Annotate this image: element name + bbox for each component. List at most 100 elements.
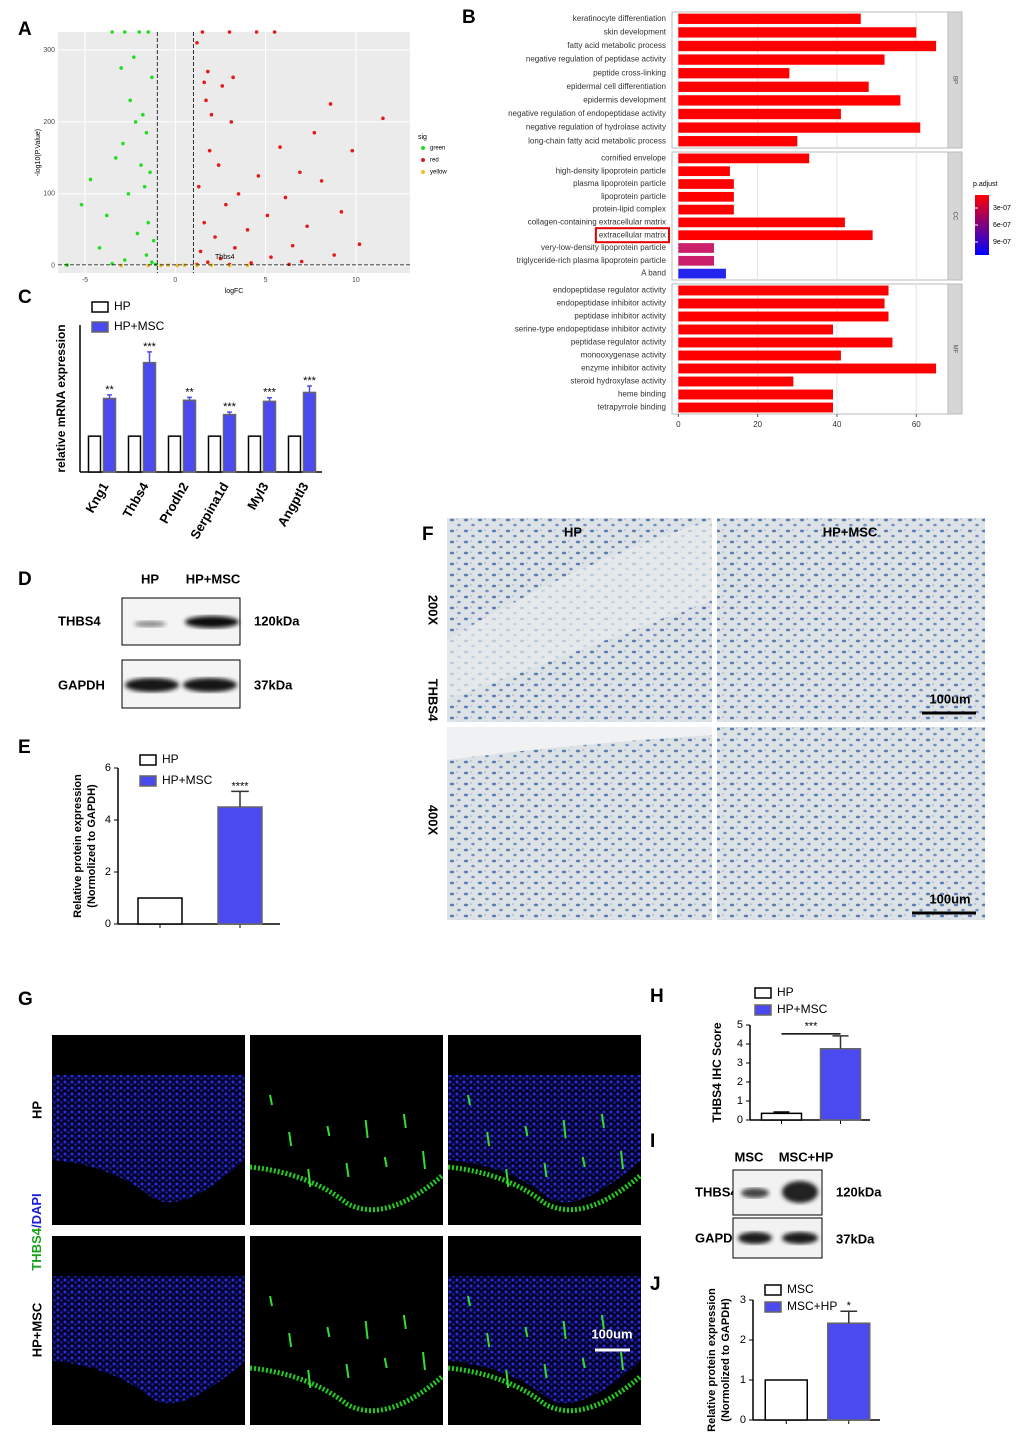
bar: [678, 376, 794, 387]
x-tick-label: -5: [82, 277, 88, 284]
bar: [678, 324, 833, 335]
legend-label: HP+MSC: [162, 773, 213, 787]
y-tick-label: 300: [43, 47, 55, 54]
point: [269, 255, 273, 259]
point: [245, 263, 250, 268]
scale-bar-label: 100um: [929, 891, 970, 906]
category-label: serine-type endopeptidase inhibitor acti…: [515, 325, 666, 334]
error-bar: [231, 790, 249, 807]
colorbar-title: p.adjust: [973, 181, 998, 188]
thbs4-signal: [307, 1369, 312, 1389]
lane-label: HP: [141, 571, 159, 586]
point: [209, 112, 214, 117]
y-tick-label: 2: [737, 1076, 743, 1088]
ihc-images: HP HP+MSC 200X THBS4 400X 100um 100um: [426, 518, 985, 920]
bar: [678, 255, 715, 266]
facet-label: BP: [951, 76, 957, 84]
bar: [678, 27, 917, 38]
bar: [678, 122, 921, 133]
significance-label: ***: [263, 387, 277, 399]
colorbar-tick-label: 6e-07: [993, 222, 1011, 229]
point: [350, 148, 355, 153]
bar: [678, 166, 730, 177]
bar: [678, 402, 833, 413]
tissue-layer: [447, 520, 712, 700]
category-label: monooxygenase activity: [581, 351, 666, 360]
point: [227, 30, 232, 34]
bar: [222, 413, 237, 473]
significance-label: **: [105, 384, 114, 396]
y-tick-label: 6: [105, 762, 111, 774]
column-label: HP+MSC: [823, 524, 878, 539]
significance-label: **: [185, 386, 194, 398]
significance-label: ***: [303, 375, 317, 387]
bar: [678, 230, 873, 241]
blot-band: [738, 1232, 772, 1244]
facet-label: CC: [951, 212, 957, 221]
point: [202, 220, 207, 225]
y-tick-label: 4: [105, 814, 111, 826]
thbs4-signal: [543, 1162, 548, 1178]
thbs4-signal: [562, 1320, 567, 1340]
category-label: keratinocyte differentiation: [573, 14, 666, 23]
error-bar: [773, 1111, 790, 1114]
thbs4-signal: [524, 1125, 529, 1137]
colorbar: [975, 195, 989, 255]
category-label: tetrapyrrole binding: [598, 403, 666, 412]
y-tick-label: 4: [737, 1038, 743, 1050]
lane-label: MSC: [735, 1149, 765, 1164]
western-blot-d: HP HP+MSC THBS4 120kDa GAPDH 37kDa: [58, 571, 300, 709]
protein-label: GAPDH: [695, 1230, 742, 1245]
blot-band: [741, 1188, 769, 1198]
blot-band: [125, 678, 179, 692]
y-tick-label: 0: [105, 918, 111, 930]
bar: [127, 435, 142, 473]
row-label: 200X: [426, 595, 441, 626]
point: [290, 243, 295, 248]
legend-label: MSC: [787, 1282, 814, 1296]
bar: [142, 361, 157, 473]
bar: [262, 400, 277, 473]
y-tick-label: 2: [105, 866, 111, 878]
dapi-signal: [52, 1276, 245, 1404]
point: [113, 156, 118, 160]
thbs4-signal: [581, 1156, 586, 1168]
protein-label: THBS4: [58, 613, 101, 628]
point: [224, 202, 228, 207]
category-label: A band: [641, 269, 666, 278]
category-label: high-density lipoprotein particle: [556, 166, 667, 175]
y-tick-label: 2: [740, 1334, 746, 1346]
scale-bar-label: 100um: [929, 691, 970, 706]
panel-label: J: [650, 1274, 661, 1295]
thbs4-signal: [447, 1164, 643, 1213]
point: [151, 238, 156, 243]
y-axis-label: Relative protein expression: [72, 774, 84, 918]
stain-green: THBS4: [29, 1227, 44, 1270]
point: [148, 170, 152, 175]
row-label: 400X: [426, 805, 441, 836]
bar: [678, 108, 841, 120]
panel-label: H: [650, 986, 664, 1007]
category-label: endopeptidase inhibitor activity: [557, 299, 666, 308]
legend-label: HP: [777, 985, 794, 999]
point: [357, 242, 362, 247]
bar: [678, 13, 861, 24]
thbs4-signal: [581, 1357, 586, 1369]
category-label: enzyme inhibitor activity: [581, 364, 666, 373]
ihc-image: [717, 727, 985, 920]
facet-strip: [947, 11, 963, 149]
point: [122, 258, 127, 262]
colorbar-tick-label: 3e-07: [993, 205, 1011, 212]
error-bar: [147, 351, 152, 363]
legend-label: HP+MSC: [114, 319, 165, 333]
category-label: heme binding: [618, 390, 666, 399]
bar: [678, 81, 869, 92]
column-label: HP: [564, 524, 582, 539]
point: [265, 213, 270, 218]
category-label: very-low-density lipoprotein particle: [541, 243, 666, 252]
bar: [182, 399, 197, 473]
plot-background: [58, 32, 410, 273]
error-bar: [832, 1035, 849, 1049]
thbs4-signal: [402, 1113, 407, 1129]
